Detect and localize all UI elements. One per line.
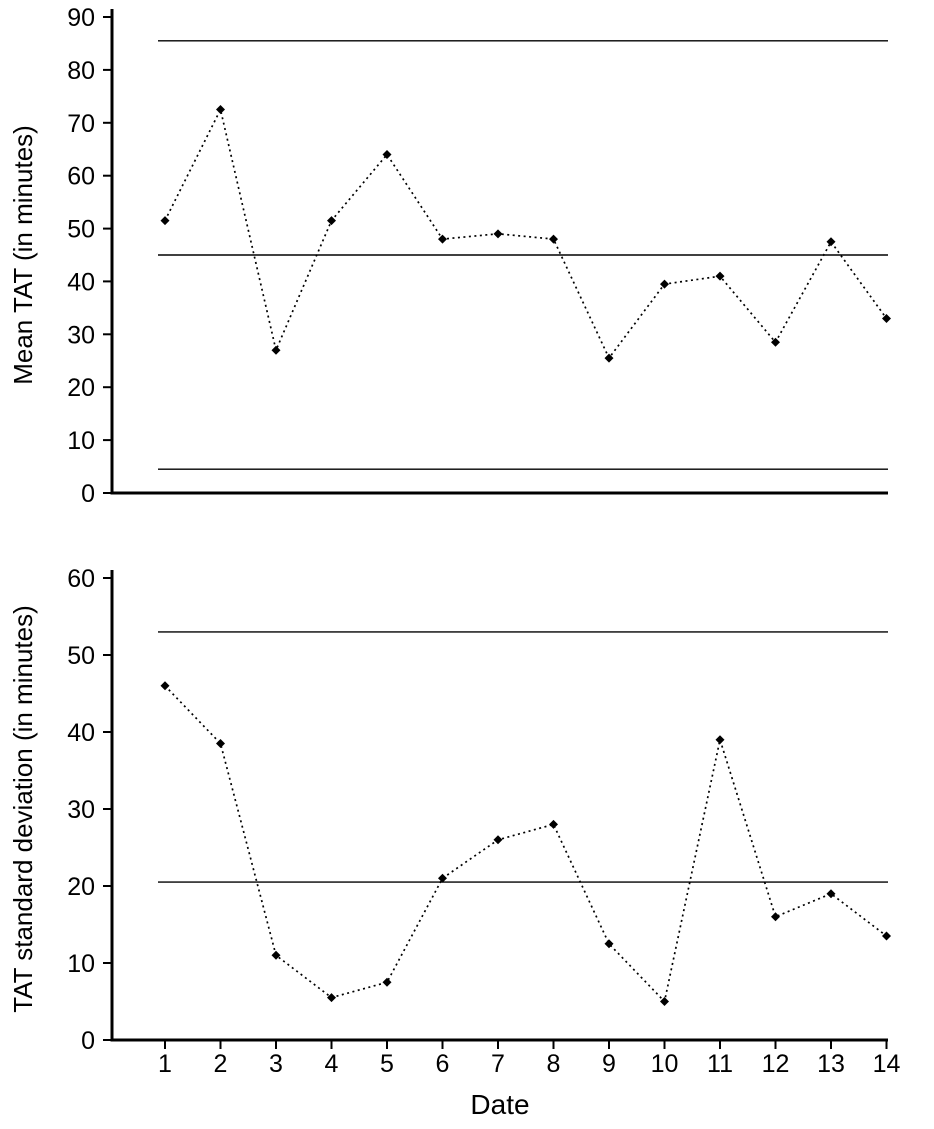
data-point-marker: [382, 150, 392, 160]
data-point-marker: [660, 279, 669, 289]
x-tick-label: 3: [269, 1050, 283, 1078]
x-tick-label: 4: [325, 1050, 339, 1078]
x-tick-label: 2: [214, 1050, 228, 1078]
data-point-marker: [327, 993, 336, 1003]
x-tick-label: 12: [762, 1050, 790, 1078]
data-point-marker: [160, 216, 170, 226]
data-point-marker: [660, 997, 669, 1006]
data-point-marker: [715, 735, 725, 745]
data-point-marker: [271, 950, 281, 960]
data-point-marker: [438, 873, 447, 883]
y-tick-label: 20: [67, 873, 95, 901]
tat-standard-deviation-control-chart: 0 10 20 30 40 50 60 TAT standard deviation (in …: [8, 565, 900, 1120]
x-tick-label: 1: [158, 1050, 172, 1078]
data-point-marker: [771, 337, 780, 347]
y-tick-label: 80: [67, 57, 95, 85]
y-tick-label: 50: [67, 642, 95, 670]
y-tick-label: 40: [67, 268, 95, 296]
y-axis-label: Mean TAT (in minutes): [8, 125, 38, 385]
data-point-marker: [549, 819, 558, 829]
y-tick-label: 90: [67, 4, 95, 32]
x-tick-label: 10: [651, 1050, 679, 1078]
y-tick-label: 0: [81, 480, 95, 508]
data-point-marker: [771, 912, 780, 922]
data-point-marker: [882, 931, 891, 941]
x-tick-label: 8: [547, 1050, 561, 1078]
data-point-marker: [493, 229, 503, 239]
y-tick-label: 50: [67, 216, 95, 244]
series-line: [164, 107, 888, 360]
data-point-marker: [826, 889, 836, 899]
x-tick-label: 11: [707, 1050, 733, 1078]
data-point-marker: [160, 681, 170, 691]
y-tick-label: 70: [67, 110, 95, 138]
y-tick-label: 20: [67, 374, 95, 402]
data-point-marker: [493, 835, 503, 845]
y-tick-label: 10: [67, 950, 95, 978]
x-tick-label: 14: [873, 1050, 901, 1078]
data-point-marker: [826, 237, 836, 247]
y-tick-label: 0: [81, 1027, 95, 1055]
y-tick-label: 10: [67, 427, 95, 455]
y-tick-label: 60: [67, 565, 95, 593]
x-tick-label: 13: [817, 1050, 845, 1078]
x-tick-label: 9: [602, 1050, 616, 1078]
mean-tat-control-chart: 0 10 20 30 40 50 60 70 80 90 Mean TAT (in minutes): [8, 4, 891, 508]
x-tick-label: 7: [491, 1050, 505, 1078]
y-tick-label: 30: [67, 796, 95, 824]
x-tick-label: 6: [436, 1050, 450, 1078]
x-tick-label: 5: [380, 1050, 394, 1078]
data-point-marker: [549, 234, 558, 244]
data-point-marker: [216, 739, 225, 749]
data-point-marker: [604, 353, 614, 363]
data-point-marker: [327, 216, 336, 226]
data-point-marker: [382, 977, 392, 987]
data-point-marker: [216, 105, 225, 115]
data-point-marker: [271, 345, 281, 355]
x-axis-label: Date: [470, 1089, 529, 1120]
data-point-marker: [604, 939, 614, 949]
y-tick-label: 30: [67, 321, 95, 349]
y-axis-label: TAT standard deviation (in minutes): [8, 605, 38, 1013]
data-point-marker: [715, 271, 725, 281]
y-tick-label: 40: [67, 719, 95, 747]
data-point-marker: [882, 313, 891, 323]
data-point-marker: [438, 234, 447, 244]
y-tick-label: 60: [67, 163, 95, 191]
